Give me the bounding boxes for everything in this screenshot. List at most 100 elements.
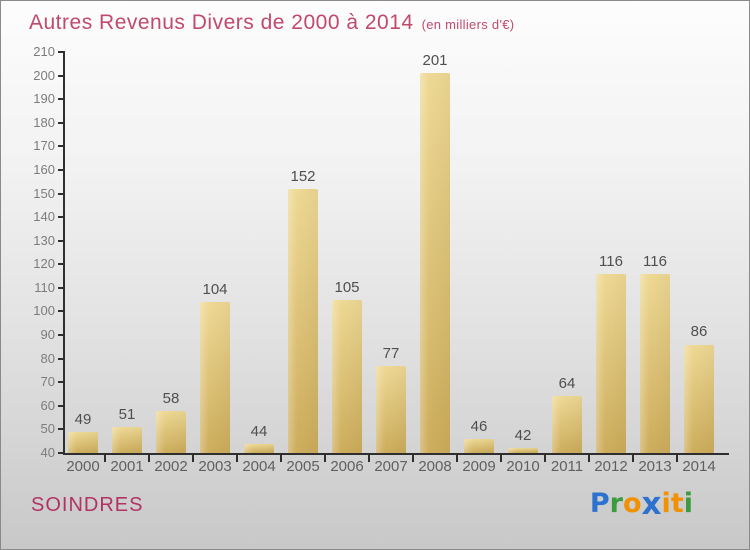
bar-value-label: 44 xyxy=(250,422,268,440)
logo-letter: i xyxy=(661,488,671,519)
y-tick-label: 150 xyxy=(33,185,55,201)
y-tick xyxy=(58,263,65,266)
bar xyxy=(244,443,274,453)
y-tick xyxy=(58,286,65,289)
bar-value-label: 201 xyxy=(422,52,448,70)
y-tick-label: 60 xyxy=(40,397,55,413)
y-tick-label: 110 xyxy=(34,279,55,295)
y-tick xyxy=(58,239,65,242)
x-axis-label: 2001 xyxy=(110,458,144,475)
x-axis-label: 2002 xyxy=(154,458,188,475)
bar xyxy=(420,73,450,453)
y-tick-label: 50 xyxy=(40,421,55,437)
y-tick xyxy=(58,145,65,148)
bar xyxy=(640,273,670,453)
bar xyxy=(376,365,406,453)
chart-header: Autres Revenus Divers de 2000 à 2014 (en … xyxy=(29,11,514,35)
y-tick xyxy=(58,310,65,313)
x-axis-label: 2005 xyxy=(286,458,320,475)
bar-value-label: 116 xyxy=(599,252,623,270)
bar xyxy=(596,273,626,453)
logo-letter: o xyxy=(622,488,642,519)
bar-value-label: 46 xyxy=(470,417,488,435)
x-axis-label: 2013 xyxy=(638,458,672,475)
y-tick xyxy=(58,51,65,53)
x-axis-label: 2010 xyxy=(506,458,540,475)
y-tick xyxy=(58,168,65,171)
bar xyxy=(200,302,230,453)
chart-subtitle: (en milliers d'€) xyxy=(421,17,515,32)
y-tick xyxy=(58,192,65,195)
bar xyxy=(68,431,98,453)
y-tick-label: 210 xyxy=(33,44,55,59)
y-tick xyxy=(58,216,65,219)
logo-letter: x xyxy=(641,486,662,522)
y-tick-label: 170 xyxy=(33,138,55,154)
y-tick-label: 70 xyxy=(40,374,55,390)
x-axis-label: 2009 xyxy=(462,458,496,475)
x-tick xyxy=(544,455,546,462)
y-tick xyxy=(58,357,65,360)
bar xyxy=(288,188,318,453)
y-tick-label: 140 xyxy=(33,209,55,225)
proxiti-logo: Proxiti xyxy=(590,487,693,521)
logo-letter: P xyxy=(589,488,610,519)
x-tick xyxy=(192,455,194,462)
x-tick xyxy=(588,455,590,462)
bar xyxy=(332,299,362,453)
logo-letter: i xyxy=(683,488,693,519)
bar-value-label: 58 xyxy=(162,389,180,407)
y-tick-label: 90 xyxy=(40,327,55,343)
bar-value-label: 64 xyxy=(558,375,576,393)
chart-title: Autres Revenus Divers de 2000 à 2014 xyxy=(29,11,414,34)
x-tick xyxy=(104,455,106,462)
bar xyxy=(684,344,714,453)
x-axis-label: 2014 xyxy=(682,458,716,475)
y-tick xyxy=(58,98,65,101)
y-tick xyxy=(58,121,65,124)
x-tick xyxy=(280,455,282,462)
y-tick-label: 40 xyxy=(40,445,55,460)
y-tick-label: 160 xyxy=(33,161,55,177)
bar-value-label: 77 xyxy=(382,344,400,362)
x-axis-label: 2000 xyxy=(66,458,100,475)
x-axis-label: 2007 xyxy=(374,458,408,475)
commune-name: SOINDRES xyxy=(31,494,144,516)
bar xyxy=(508,448,538,453)
y-tick-label: 180 xyxy=(33,114,55,130)
y-tick-label: 190 xyxy=(33,91,55,107)
x-axis-label: 2012 xyxy=(594,458,628,475)
x-tick xyxy=(368,455,370,462)
x-axis-label: 2003 xyxy=(198,458,232,475)
y-tick-label: 100 xyxy=(33,303,55,319)
bar-value-label: 42 xyxy=(514,427,532,445)
x-tick xyxy=(676,455,678,462)
bar-value-label: 51 xyxy=(118,406,136,424)
plot-area: 40 50 60 70 80 90 100 110 120 130 140 150 160 170 180 1… xyxy=(33,45,729,475)
bar xyxy=(552,396,582,453)
y-tick xyxy=(58,404,65,407)
y-tick xyxy=(58,452,65,454)
y-tick-label: 80 xyxy=(40,350,55,366)
y-tick-label: 120 xyxy=(33,256,55,272)
y-tick xyxy=(58,74,65,77)
bar-value-label: 49 xyxy=(74,410,92,428)
y-tick xyxy=(58,428,65,431)
bar xyxy=(112,427,142,453)
logo-letter: r xyxy=(609,488,623,519)
bar-value-label: 86 xyxy=(690,323,708,341)
x-tick xyxy=(500,455,502,462)
x-tick xyxy=(632,455,634,462)
bar-value-label: 104 xyxy=(202,281,228,299)
y-tick xyxy=(58,381,65,384)
x-axis-label: 2008 xyxy=(418,458,452,475)
logo-letter: t xyxy=(670,488,684,519)
bar-value-label: 116 xyxy=(643,252,667,270)
x-axis-label: 2004 xyxy=(242,458,276,475)
x-tick xyxy=(456,455,458,462)
x-axis-label: 2011 xyxy=(550,458,584,475)
bar xyxy=(156,410,186,453)
y-tick-label: 200 xyxy=(33,67,55,83)
x-axis-label: 2006 xyxy=(330,458,364,475)
